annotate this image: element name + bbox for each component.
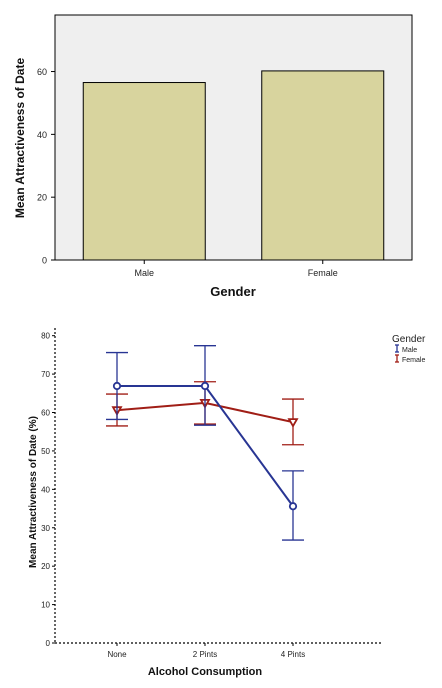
bar-y-tick-label: 0	[42, 256, 47, 266]
line-y-tick-label: 80	[41, 332, 50, 341]
legend-label: Male	[402, 347, 417, 354]
line-y-axis-title: Mean Attractiveness of Date (%)	[28, 416, 39, 568]
legend-item-female: Female	[395, 354, 425, 364]
bar-female	[261, 70, 385, 261]
line-y-tick-label: 50	[41, 447, 50, 456]
line-y-tick-label: 60	[41, 409, 50, 418]
bar-x-axis-title: Gender	[210, 284, 256, 299]
series-male	[106, 345, 304, 541]
legend: Gender Male Female	[392, 334, 426, 364]
bar-y-tick-label: 40	[37, 130, 47, 140]
line-chart: 0 10 20 30 40 50 60 70 80 None 2 Pints 4 Pints Alc…	[28, 328, 426, 678]
line-x-axis-title: Alcohol Consumption	[148, 666, 263, 678]
line-y-tick-label: 0	[46, 639, 51, 648]
line-x-tick-label: 2 Pints	[193, 650, 217, 659]
point-female	[287, 418, 299, 428]
bar-y-tick-label: 60	[37, 67, 47, 77]
bar-male	[82, 82, 206, 261]
line-y-tick-label: 20	[41, 562, 50, 571]
line-y-tick-label: 40	[41, 485, 50, 494]
legend-label: Female	[402, 357, 425, 364]
bar-y-axis-title: Mean Attractiveness of Date	[13, 58, 27, 219]
bar-y-ticks: 0 20 40 60	[37, 67, 55, 266]
line-series-group	[106, 345, 304, 541]
point-male	[288, 502, 298, 511]
line-y-tick-label: 30	[41, 524, 50, 533]
bar-x-tick-label: Male	[134, 268, 154, 278]
bar-x-tick-label: Female	[308, 268, 338, 278]
point-male	[200, 381, 210, 391]
point-male	[112, 381, 122, 391]
line-y-tick-label: 10	[41, 601, 50, 610]
line-y-ticks: 0 10 20 30 40 50 60 70 80	[41, 332, 55, 648]
line-y-tick-label: 70	[41, 370, 50, 379]
bar-x-ticks: Male Female	[134, 260, 338, 278]
bar-y-tick-label: 20	[37, 193, 47, 203]
line-x-tick-label: 4 Pints	[281, 650, 305, 659]
bar-chart: 0 20 40 60 Male Female Gender Mean Attractiv…	[13, 14, 413, 299]
line-x-tick-label: None	[107, 650, 127, 659]
legend-title: Gender	[392, 334, 426, 345]
legend-item-male: Male	[395, 344, 417, 354]
line-x-ticks: None 2 Pints 4 Pints	[107, 643, 305, 659]
